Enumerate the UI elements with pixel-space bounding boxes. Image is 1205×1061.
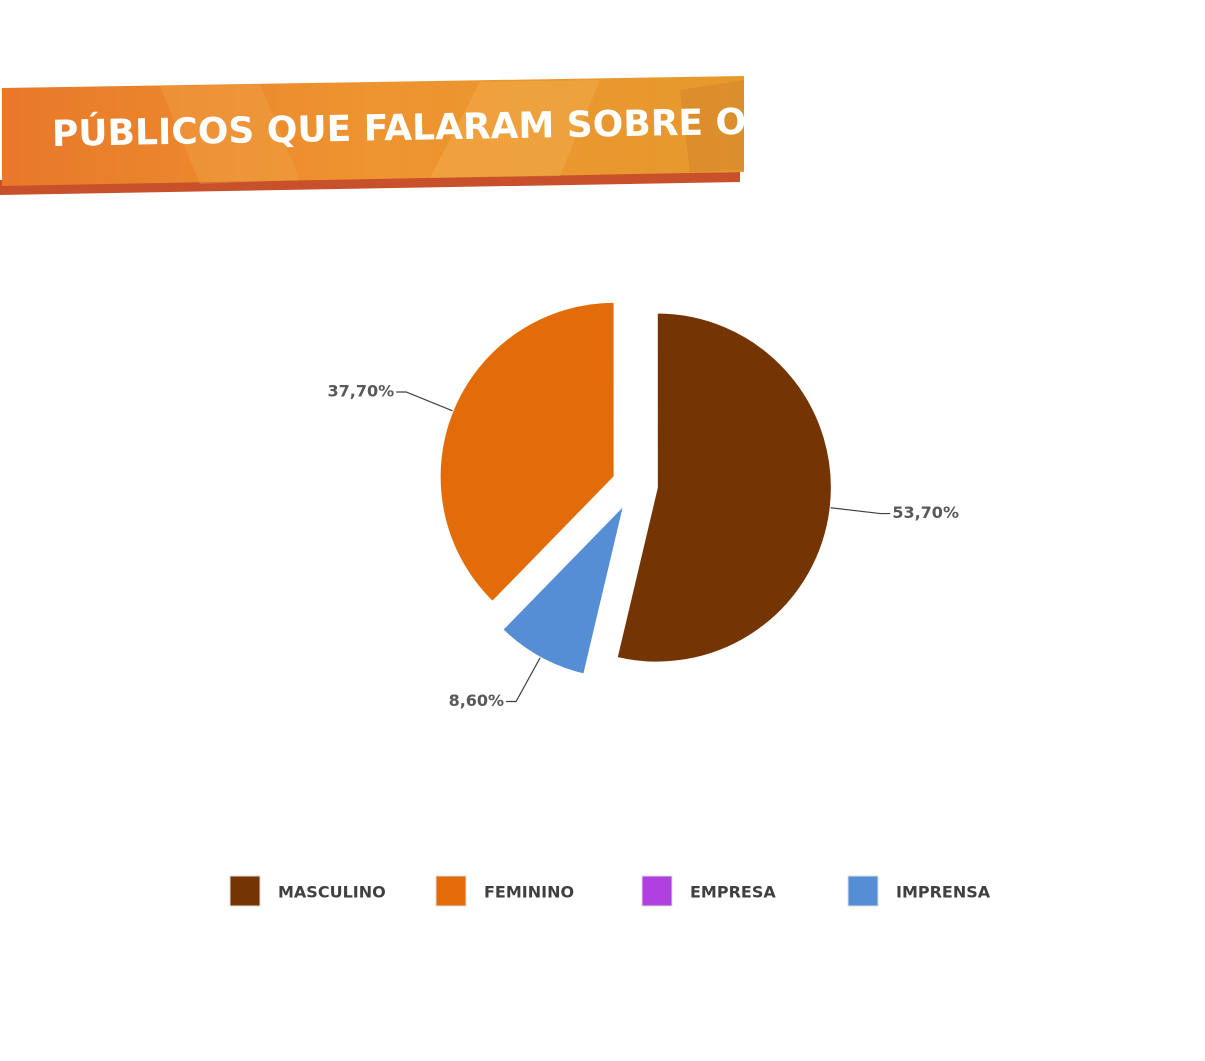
pie-slice	[615, 311, 833, 664]
pie-slice	[438, 300, 616, 604]
data-label: 8,60%	[449, 691, 505, 710]
legend-swatch	[229, 875, 261, 907]
legend-label: FEMININO	[484, 883, 574, 902]
legend-label: MASCULINO	[278, 883, 386, 902]
legend-swatch	[641, 875, 673, 907]
banner	[2, 76, 744, 186]
data-label: 37,70%	[328, 381, 395, 400]
pie-slice	[496, 500, 621, 627]
legend-label: EMPRESA	[690, 883, 776, 902]
banner-facet	[680, 80, 744, 172]
leader-line	[396, 391, 453, 412]
banner-shadow	[0, 172, 740, 195]
data-label: 53,70%	[892, 503, 959, 522]
banner-facet	[160, 84, 300, 184]
legend-label: IMPRENSA	[896, 883, 991, 902]
banner-facet	[430, 80, 600, 178]
leader-line	[506, 657, 541, 703]
leader-line	[830, 507, 891, 515]
legend-swatch	[435, 875, 467, 907]
pie-slice	[500, 500, 627, 676]
legend-swatch	[847, 875, 879, 907]
